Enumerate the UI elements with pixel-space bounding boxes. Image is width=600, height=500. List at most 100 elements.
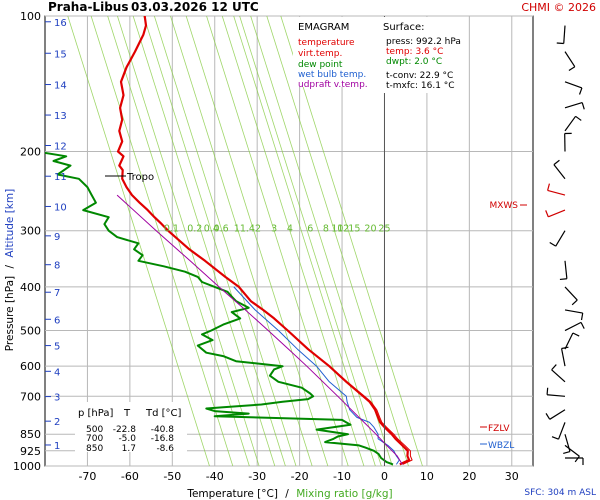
pressure-tick-label: 300: [20, 225, 41, 238]
mixing-ratio-label: 1.4: [240, 223, 255, 234]
temperature-tick-label: -10: [333, 470, 351, 483]
pressure-tick-label: 850: [20, 428, 41, 441]
temperature-tick-label: 10: [420, 470, 434, 483]
surface-tconv: t-conv: 22.9 °C: [386, 71, 453, 81]
virtual-temperature-line: [117, 16, 413, 465]
altitude-tick-label: 13: [54, 111, 67, 122]
table-cell: 700: [86, 434, 103, 444]
wind-barb-shaft: [564, 102, 583, 109]
pressure-tick-label: 500: [20, 325, 41, 338]
mixing-ratio-label: 4: [287, 223, 293, 234]
altitude-tick-label: 9: [54, 232, 60, 243]
temperature-tick-label: -30: [248, 470, 266, 483]
x-axis-title-mix: Mixing ratio [g/kg]: [296, 488, 392, 500]
altitude-tick-label: 4: [54, 367, 60, 378]
wind-barb-flag: [551, 364, 557, 371]
mixing-ratio-line: [153, 16, 297, 466]
mixing-ratio-label: 12: [337, 223, 349, 234]
wind-barb-shaft: [547, 189, 566, 196]
table-cell: -8.6: [156, 444, 174, 454]
wind-barb-shaft: [564, 51, 576, 68]
mixing-ratio-label: 20: [364, 223, 376, 234]
table-header-td: Td [°C]: [145, 408, 182, 419]
legend-virt-temp: virt.temp.: [298, 49, 342, 59]
mixing-ratio-label: 0.6: [214, 223, 229, 234]
updraft-parcel-line: [116, 194, 403, 465]
temperature-tick-label: 0: [381, 470, 388, 483]
wind-barb-shaft: [553, 164, 566, 180]
y-axis-title: Pressure [hPa] / Altitude [km]: [4, 189, 16, 351]
mixing-ratio-line: [67, 16, 210, 466]
altitude-tick-label: 14: [54, 81, 67, 92]
wind-barb-flag: [575, 115, 582, 121]
altitude-tick-label: 8: [54, 261, 60, 272]
mixing-ratio-label: 15: [348, 223, 360, 234]
legend-temperature: temperature: [298, 38, 355, 48]
temperature-tick-label: -40: [206, 470, 224, 483]
table-cell: -5.0: [118, 434, 136, 444]
fzlv-label: FZLV: [488, 424, 510, 434]
wind-barb-flag: [546, 387, 549, 395]
wind-barb-shaft: [548, 209, 566, 218]
temperature-tick-label: -50: [163, 470, 181, 483]
temperature-tick-label: -70: [78, 470, 96, 483]
datetime-title: 03.03.2026 12 UTC: [131, 0, 259, 14]
station-title: Praha-Libus: [48, 0, 128, 14]
temperature-tick-label: 20: [462, 470, 476, 483]
legend-wet-bulb: wet bulb temp.: [298, 70, 366, 80]
y-axis-title-sep: /: [4, 265, 16, 269]
wind-barb-shaft: [563, 25, 566, 44]
wind-barbs: [545, 25, 585, 466]
altitude-tick-label: 6: [54, 315, 60, 326]
mixing-ratio-line: [117, 16, 260, 466]
altitude-tick-label: 7: [54, 288, 60, 299]
tropopause-label: Tropo: [126, 172, 154, 183]
mixing-ratio-label: 10: [331, 223, 343, 234]
level-table-box: [75, 402, 187, 452]
mixing-ratio-line: [250, 16, 393, 466]
wind-barb-shaft: [564, 444, 580, 457]
temperature-tick-label: -20: [291, 470, 309, 483]
pressure-tick-label: 400: [20, 281, 41, 294]
y-axis-title-alt: Altitude [km]: [4, 189, 16, 258]
wind-barb-shaft: [564, 115, 577, 132]
wind-barb-shaft: [564, 321, 582, 332]
table-row: 700 -5.0 -16.8: [86, 434, 174, 444]
wind-barb-shaft: [564, 309, 583, 314]
mixing-ratio-label: 6: [307, 223, 313, 234]
pressure-tick-label: 925: [20, 445, 41, 458]
wind-barb-flag: [571, 299, 578, 306]
y-axis-title-pressure: Pressure [hPa]: [4, 276, 16, 351]
table-cell: 1.7: [122, 444, 136, 454]
mixing-ratio-label: 1: [234, 223, 240, 234]
wind-barb-flag: [547, 183, 551, 191]
wind-barb-flag: [568, 66, 576, 72]
mixing-ratio-lines: [67, 16, 423, 466]
wind-barb-shaft: [551, 369, 566, 383]
wind-barb-shaft: [564, 260, 568, 279]
wind-barb-flag: [553, 159, 560, 166]
wind-barb-shaft: [555, 230, 566, 247]
wind-barb-flag: [580, 312, 584, 321]
mixing-ratio-label: 3: [271, 223, 277, 234]
pressure-tick-label: 1000: [13, 460, 41, 473]
table-header-t: T: [123, 408, 131, 419]
wet-bulb-line: [233, 286, 400, 465]
temperature-ticks: -70 -60 -50 -40 -30 -20 -10 0 10 20 30: [78, 470, 518, 483]
altitude-tick-label: 16: [54, 18, 67, 29]
surface-box: [380, 17, 468, 93]
wind-barb-flag: [559, 278, 567, 281]
table-cell: 500: [86, 425, 103, 435]
table-cell: -22.8: [113, 425, 137, 435]
wind-barb-flag: [545, 210, 549, 218]
wind-barb-flag: [580, 322, 585, 329]
wind-barb-flag: [574, 455, 580, 463]
table-cell: -16.8: [151, 434, 175, 444]
mixing-ratio-line: [132, 16, 276, 466]
table-row: 850 1.7 -8.6: [86, 444, 174, 454]
mxws-label: MXWS: [489, 201, 518, 211]
mixing-ratio-label: 0.2: [187, 223, 202, 234]
